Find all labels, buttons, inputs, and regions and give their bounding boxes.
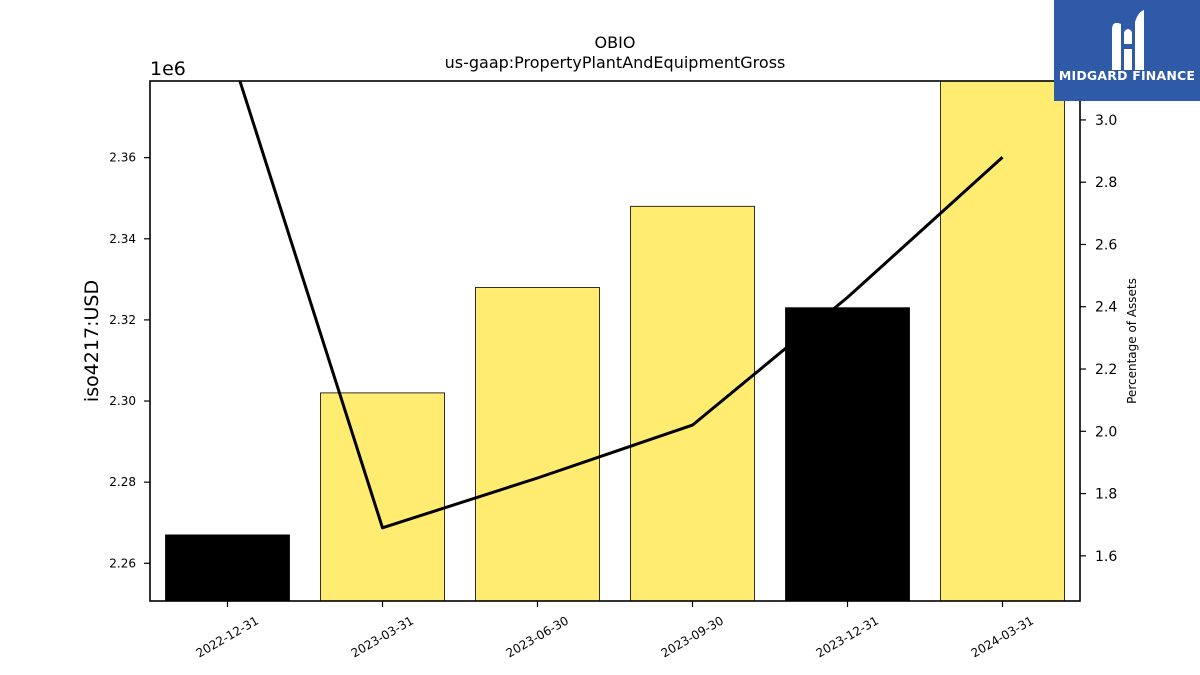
y2-tick-label: 2.2 xyxy=(1095,362,1117,378)
y2-tick-label: 1.6 xyxy=(1095,549,1117,565)
y-tick-label: 2.30 xyxy=(109,394,136,408)
chart-title: OBIO xyxy=(595,33,636,52)
y2-tick-label: 2.4 xyxy=(1095,300,1117,316)
y-tick-label: 2.36 xyxy=(109,151,136,165)
chart-subtitle: us-gaap:PropertyPlantAndEquipmentGross xyxy=(445,53,786,72)
y-tick-label: 2.32 xyxy=(109,313,136,327)
y2-tick-label: 3.0 xyxy=(1095,113,1117,129)
logo-mark-icon xyxy=(1112,10,1144,70)
plot-frame xyxy=(149,80,1081,602)
y2-tick-label: 2.0 xyxy=(1095,424,1117,440)
y2-tick-label: 1.8 xyxy=(1095,487,1117,503)
y2-tick-label: 2.8 xyxy=(1095,175,1117,191)
x-tick-label: 2023-12-31 xyxy=(814,613,881,660)
bar-2023-06-30 xyxy=(475,287,600,602)
y-tick-label: 2.34 xyxy=(109,232,136,246)
y-tick-label: 2.28 xyxy=(109,475,136,489)
bar-2022-12-31 xyxy=(165,534,290,602)
logo-text: MIDGARD FINANCE xyxy=(1058,68,1196,83)
x-tick-label: 2024-03-31 xyxy=(969,613,1036,660)
bar-2024-03-31 xyxy=(940,80,1065,602)
bar-2023-09-30 xyxy=(630,205,755,602)
x-tick-label: 2023-09-30 xyxy=(659,613,726,660)
y-tick-label: 2.26 xyxy=(109,556,136,570)
x-tick-label: 2023-03-31 xyxy=(349,613,416,660)
bar-2023-03-31 xyxy=(320,392,445,602)
y-axis-label: iso4217:USD xyxy=(81,280,103,402)
x-tick-label: 2023-06-30 xyxy=(504,613,571,660)
line-percentage-of-assets xyxy=(238,81,1004,530)
y2-tick-label: 2.6 xyxy=(1095,237,1117,253)
midgard-finance-logo: MIDGARD FINANCE xyxy=(1054,0,1200,101)
y2-axis-label: Percentage of Assets xyxy=(1125,278,1139,404)
x-tick-label: 2022-12-31 xyxy=(194,613,261,660)
y-offset-label: 1e6 xyxy=(150,58,186,80)
bar-2023-12-31 xyxy=(785,307,910,602)
